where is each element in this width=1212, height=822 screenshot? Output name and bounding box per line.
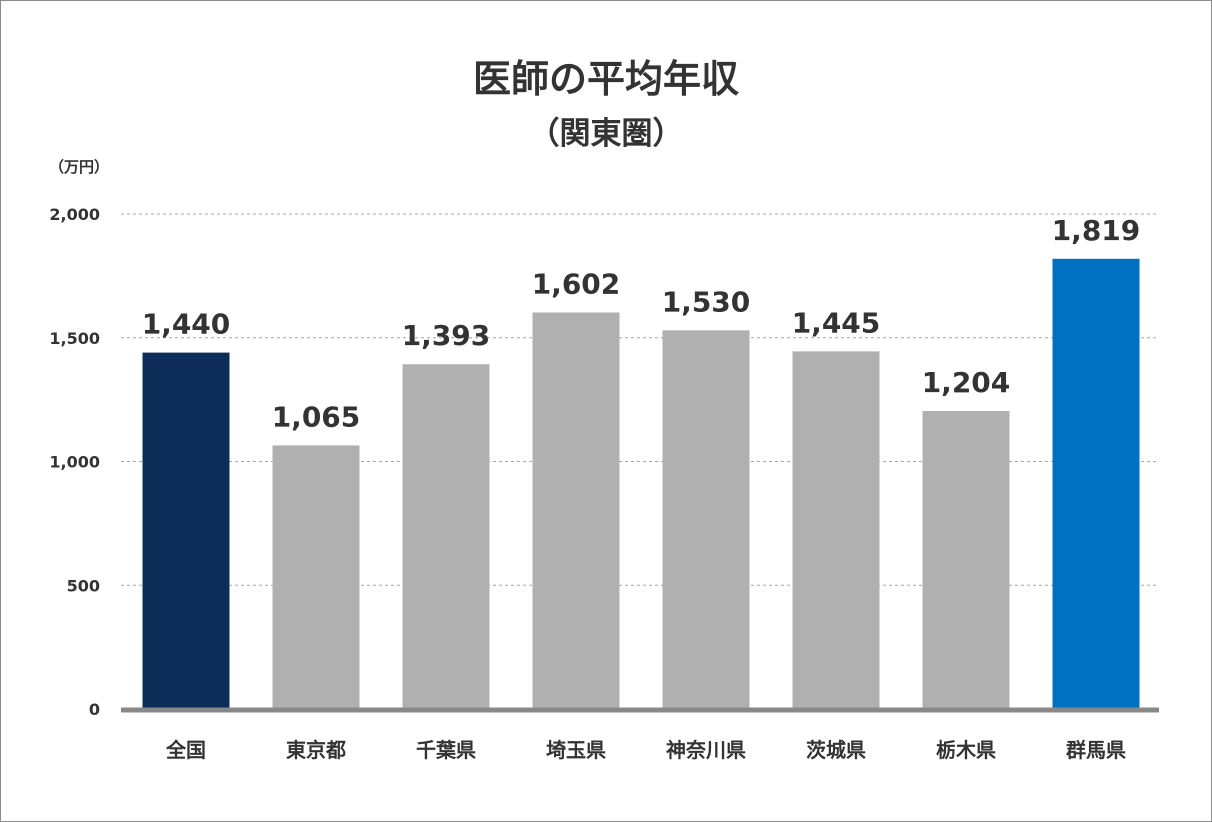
data-label: 1,204	[922, 366, 1011, 399]
data-label: 1,393	[402, 319, 491, 352]
bar	[922, 411, 1010, 709]
bar	[532, 312, 620, 709]
data-label: 1,445	[792, 306, 881, 339]
data-label: 1,819	[1052, 214, 1141, 247]
chart-title: 医師の平均年収	[472, 57, 739, 101]
y-tick-label: 1,500	[49, 329, 100, 348]
y-tick-label: 500	[67, 576, 100, 595]
bar	[142, 352, 230, 709]
category-labels: 全国 東京都 千葉県 埼玉県 神奈川県 茨城県 栃木県 群馬県	[165, 738, 1126, 762]
x-tick-label: 群馬県	[1065, 738, 1126, 762]
chart-subtitle: （関東圏）	[528, 116, 684, 152]
x-tick-label: 神奈川県	[666, 738, 746, 762]
value-labels: 1,440 1,065 1,393 1,602 1,530 1,445 1,204 1,819	[142, 214, 1141, 434]
data-label: 1,530	[662, 285, 751, 318]
y-unit-label: （万円）	[49, 158, 110, 176]
x-tick-label: 栃木県	[936, 738, 996, 762]
data-label: 1,602	[532, 268, 621, 301]
bar	[792, 351, 880, 709]
x-tick-label: 全国	[165, 738, 206, 762]
bar	[402, 364, 490, 709]
y-tick-label: 0	[89, 700, 100, 719]
x-tick-label: 埼玉県	[546, 738, 606, 762]
bars	[142, 258, 1140, 709]
x-tick-label: 東京都	[286, 738, 346, 762]
bar	[272, 445, 360, 709]
x-tick-label: 茨城県	[806, 738, 866, 762]
bar	[1052, 258, 1140, 709]
data-label: 1,065	[272, 400, 361, 433]
x-tick-label: 千葉県	[416, 738, 476, 762]
data-label: 1,440	[142, 308, 231, 341]
y-tick-label: 1,000	[49, 453, 100, 472]
bar	[662, 330, 750, 709]
y-axis-ticks: 0 500 1,000 1,500 2,000	[49, 205, 100, 719]
y-tick-label: 2,000	[49, 205, 100, 224]
